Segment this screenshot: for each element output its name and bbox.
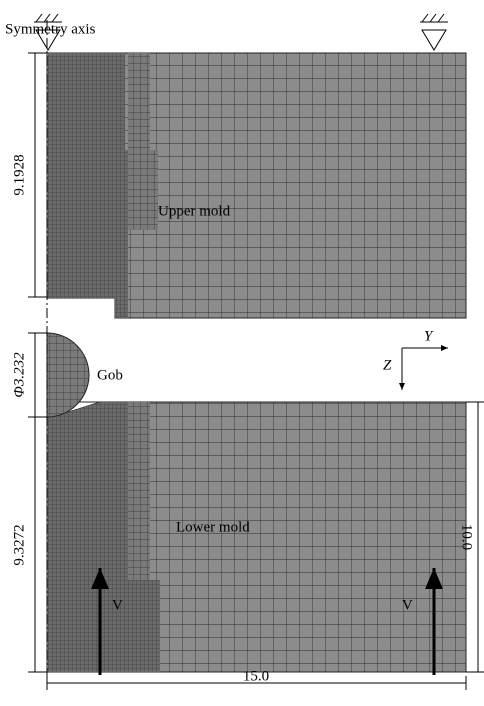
- y-axis-label: Y: [424, 328, 434, 344]
- upper-mold-label: Upper mold: [158, 203, 231, 219]
- z-axis-label: Z: [383, 357, 392, 373]
- supports: [34, 14, 448, 50]
- upper-mold: [47, 53, 466, 318]
- axis-arrows: [402, 348, 448, 390]
- velocity-label: V: [402, 597, 413, 613]
- symmetry-axis-label: Symmetry axis: [5, 21, 96, 37]
- upper-height: 9.1928: [11, 154, 27, 195]
- lower-mold: [47, 402, 466, 672]
- total-height: 10.0: [459, 524, 475, 550]
- gob-diameter: Φ3.232: [11, 352, 27, 398]
- velocity-label: V: [112, 597, 123, 613]
- lower-mold-label: Lower mold: [176, 519, 250, 535]
- page: Symmetry axis 9.1928 Φ3.232 9.3272 10.0 …: [0, 0, 484, 706]
- lower-height: 9.3272: [11, 524, 27, 565]
- diagram: Symmetry axis 9.1928 Φ3.232 9.3272 10.0 …: [0, 0, 484, 706]
- gob-label: Gob: [97, 367, 123, 383]
- gob: [47, 333, 89, 417]
- width-label: 15.0: [243, 668, 269, 684]
